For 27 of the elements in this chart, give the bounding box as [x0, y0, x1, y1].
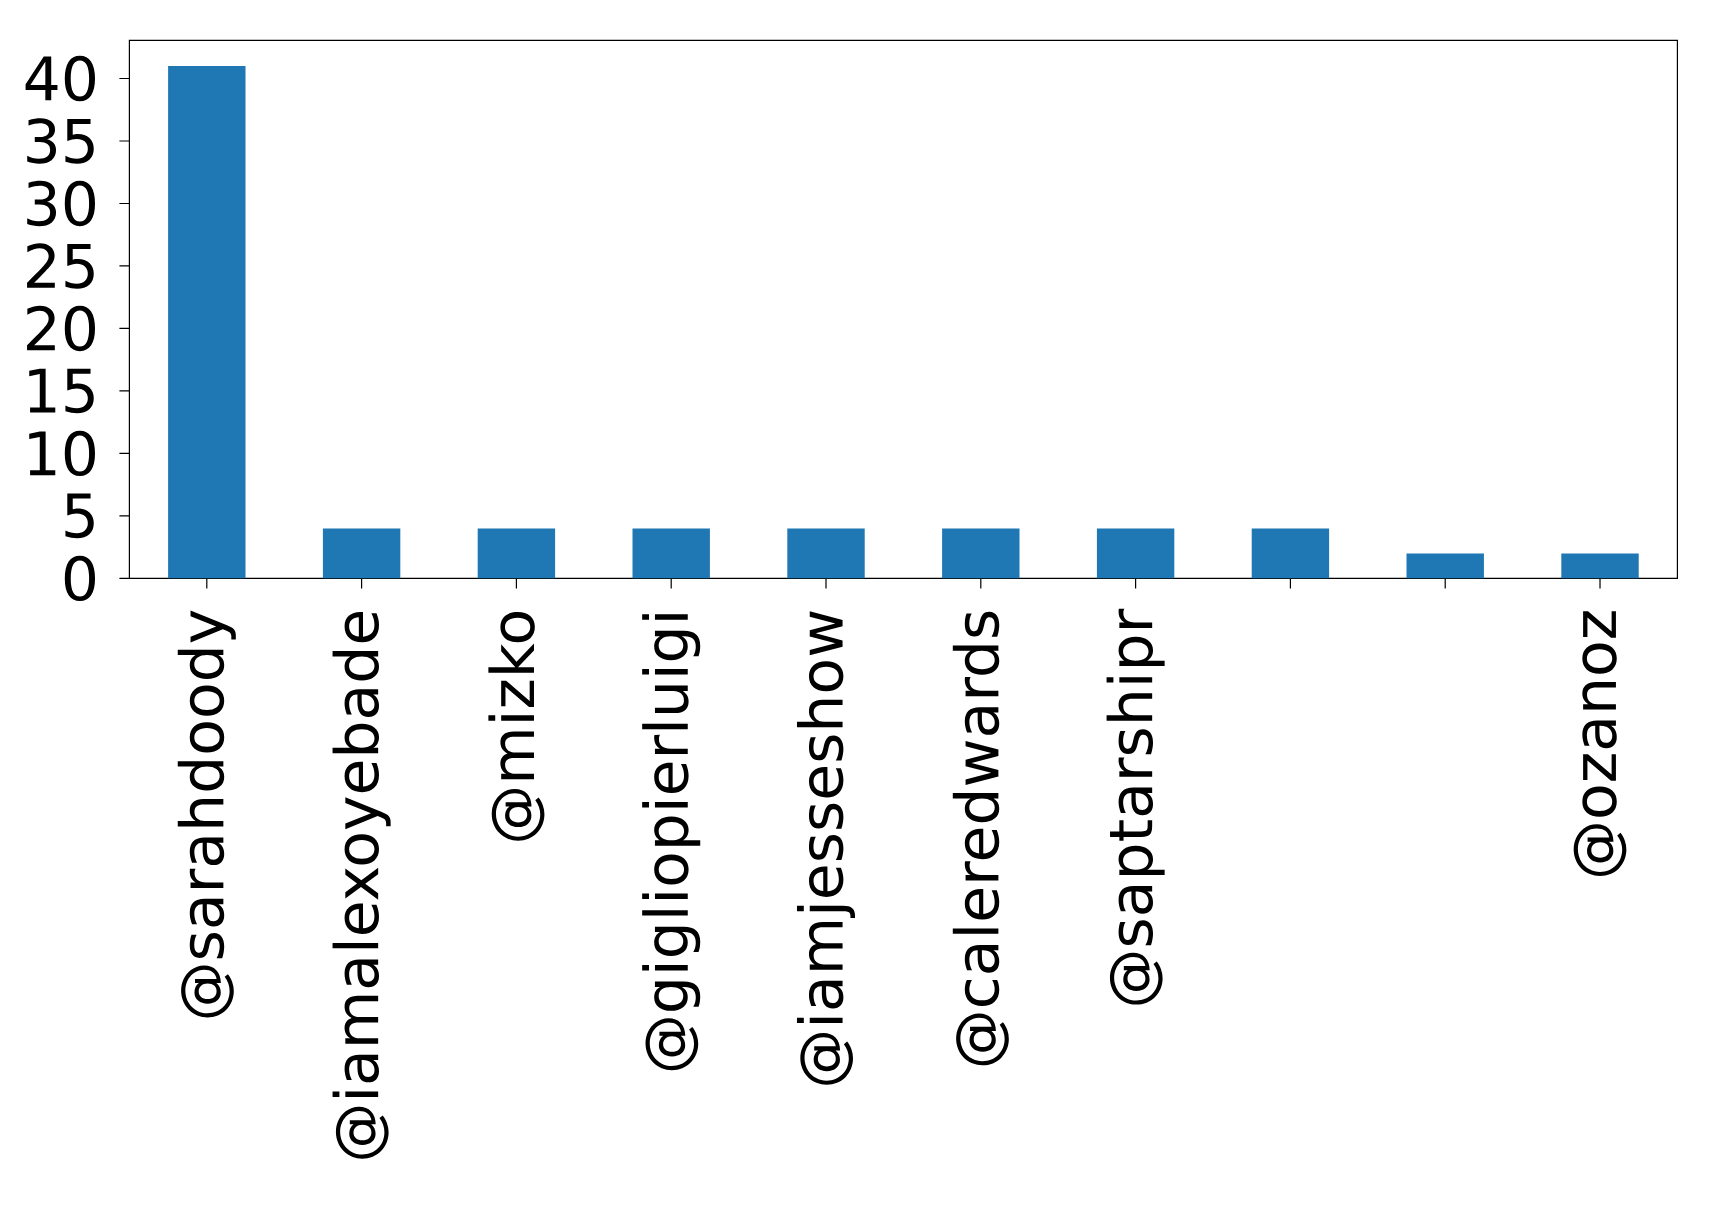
x-tick-label: @ozanoz — [1573, 611, 1627, 877]
bar — [1406, 553, 1484, 579]
y-tick-label: 15 — [29, 368, 94, 414]
y-tick-label: 0 — [64, 555, 96, 602]
bar — [787, 528, 865, 579]
x-tick-label: @sarahdoody — [177, 610, 236, 1018]
x-tick-label: @mizko — [488, 612, 545, 841]
x-tick-label: @iamjesseshow — [796, 611, 856, 1085]
bar — [632, 528, 710, 579]
y-tick-label: 25 — [27, 243, 94, 289]
x-tick-label: @gigliopierluigi — [642, 614, 701, 1071]
bar — [168, 66, 246, 579]
y-tick-label: 10 — [29, 430, 95, 477]
x-tick-label: @iamalexoyebade — [332, 611, 391, 1159]
y-tick-label: 35 — [27, 118, 94, 164]
x-tick-label: @saptarshipr — [1106, 608, 1165, 1005]
bar — [1561, 553, 1639, 579]
y-tick-label: 5 — [65, 493, 94, 539]
bar — [322, 528, 401, 579]
y-tick-label: 40 — [25, 55, 95, 102]
bar — [477, 528, 556, 579]
y-tick-label: 20 — [27, 305, 95, 352]
x-tick-label: @caleredwards — [952, 611, 1009, 1066]
bar — [1096, 528, 1175, 579]
y-tick-label: 30 — [27, 180, 95, 227]
bar — [942, 528, 1020, 579]
bar — [1251, 528, 1330, 579]
